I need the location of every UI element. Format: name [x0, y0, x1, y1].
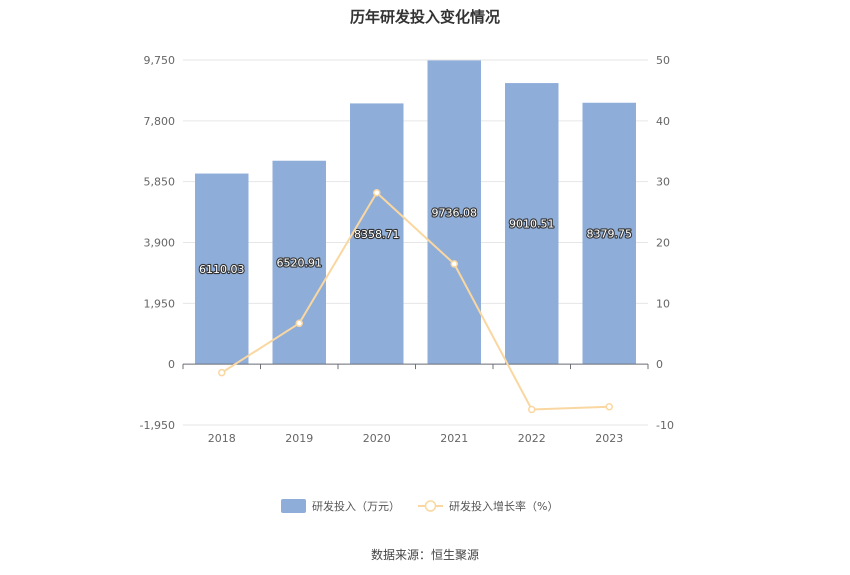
bar — [582, 102, 636, 365]
bar — [272, 160, 326, 365]
bar — [427, 60, 481, 365]
x-tick-label: 2023 — [595, 432, 623, 445]
left-y-tick-label: 0 — [168, 358, 175, 371]
legend-line-label: 研发投入增长率（%） — [449, 499, 558, 513]
growth-point — [218, 368, 226, 377]
bar-value-label: 9010.51 — [509, 218, 555, 231]
left-y-tick-label: 9,750 — [144, 54, 176, 67]
bar — [505, 83, 559, 365]
growth-line-series — [218, 188, 613, 414]
right-y-tick-label: 30 — [656, 176, 670, 189]
x-axis: 2018 2019 2020 2021 2022 2023 — [182, 363, 649, 445]
x-tick-label: 2022 — [518, 432, 546, 445]
bar — [350, 103, 404, 365]
left-y-tick-label: -1,950 — [140, 419, 175, 432]
right-y-tick-label: 40 — [656, 115, 670, 128]
right-y-tick-label: 50 — [656, 54, 670, 67]
chart-title: 历年研发投入变化情况 — [349, 8, 500, 26]
legend-bar-label: 研发投入（万元） — [312, 499, 400, 513]
x-tick-label: 2019 — [285, 432, 313, 445]
bar-value-label: 9736.08 — [432, 206, 478, 219]
growth-point — [295, 319, 303, 328]
left-y-tick-label: 7,800 — [144, 115, 176, 128]
bar-value-label: 6110.03 — [199, 263, 245, 276]
grid-lines — [183, 59, 648, 426]
legend-bar-swatch — [281, 499, 306, 513]
legend: 研发投入（万元） 研发投入增长率（%） — [281, 499, 558, 513]
bar-value-label: 6520.91 — [277, 256, 323, 269]
left-y-tick-label: 1,950 — [144, 297, 176, 310]
right-y-tick-label: -10 — [656, 419, 674, 432]
growth-point — [450, 260, 458, 268]
bar-value-label: 8379.75 — [587, 227, 633, 240]
growth-point — [605, 403, 613, 411]
left-y-tick-label: 5,850 — [144, 176, 176, 189]
x-tick-label: 2020 — [363, 432, 391, 445]
growth-point — [373, 188, 381, 197]
growth-point — [528, 405, 536, 414]
left-y-axis: -1,950 0 1,950 3,900 5,850 7,800 9,750 — [140, 54, 175, 432]
left-y-tick-label: 3,900 — [144, 237, 176, 250]
right-y-tick-label: 10 — [656, 297, 670, 310]
bar-value-label: 8358.71 — [354, 228, 400, 241]
bar — [195, 173, 249, 365]
data-source-note: 数据来源：恒生聚源 — [370, 548, 479, 562]
x-tick-label: 2021 — [440, 432, 468, 445]
legend-line-marker — [424, 500, 437, 512]
right-y-tick-label: 20 — [656, 237, 670, 250]
growth-line — [221, 191, 610, 411]
bar-series: 6110.03 6520.91 8358.71 9736.08 9010.51 8379.… — [195, 60, 636, 365]
right-y-axis: -10 0 10 20 30 40 50 — [656, 54, 674, 432]
right-y-tick-label: 0 — [656, 358, 663, 371]
x-tick-label: 2018 — [208, 432, 236, 445]
